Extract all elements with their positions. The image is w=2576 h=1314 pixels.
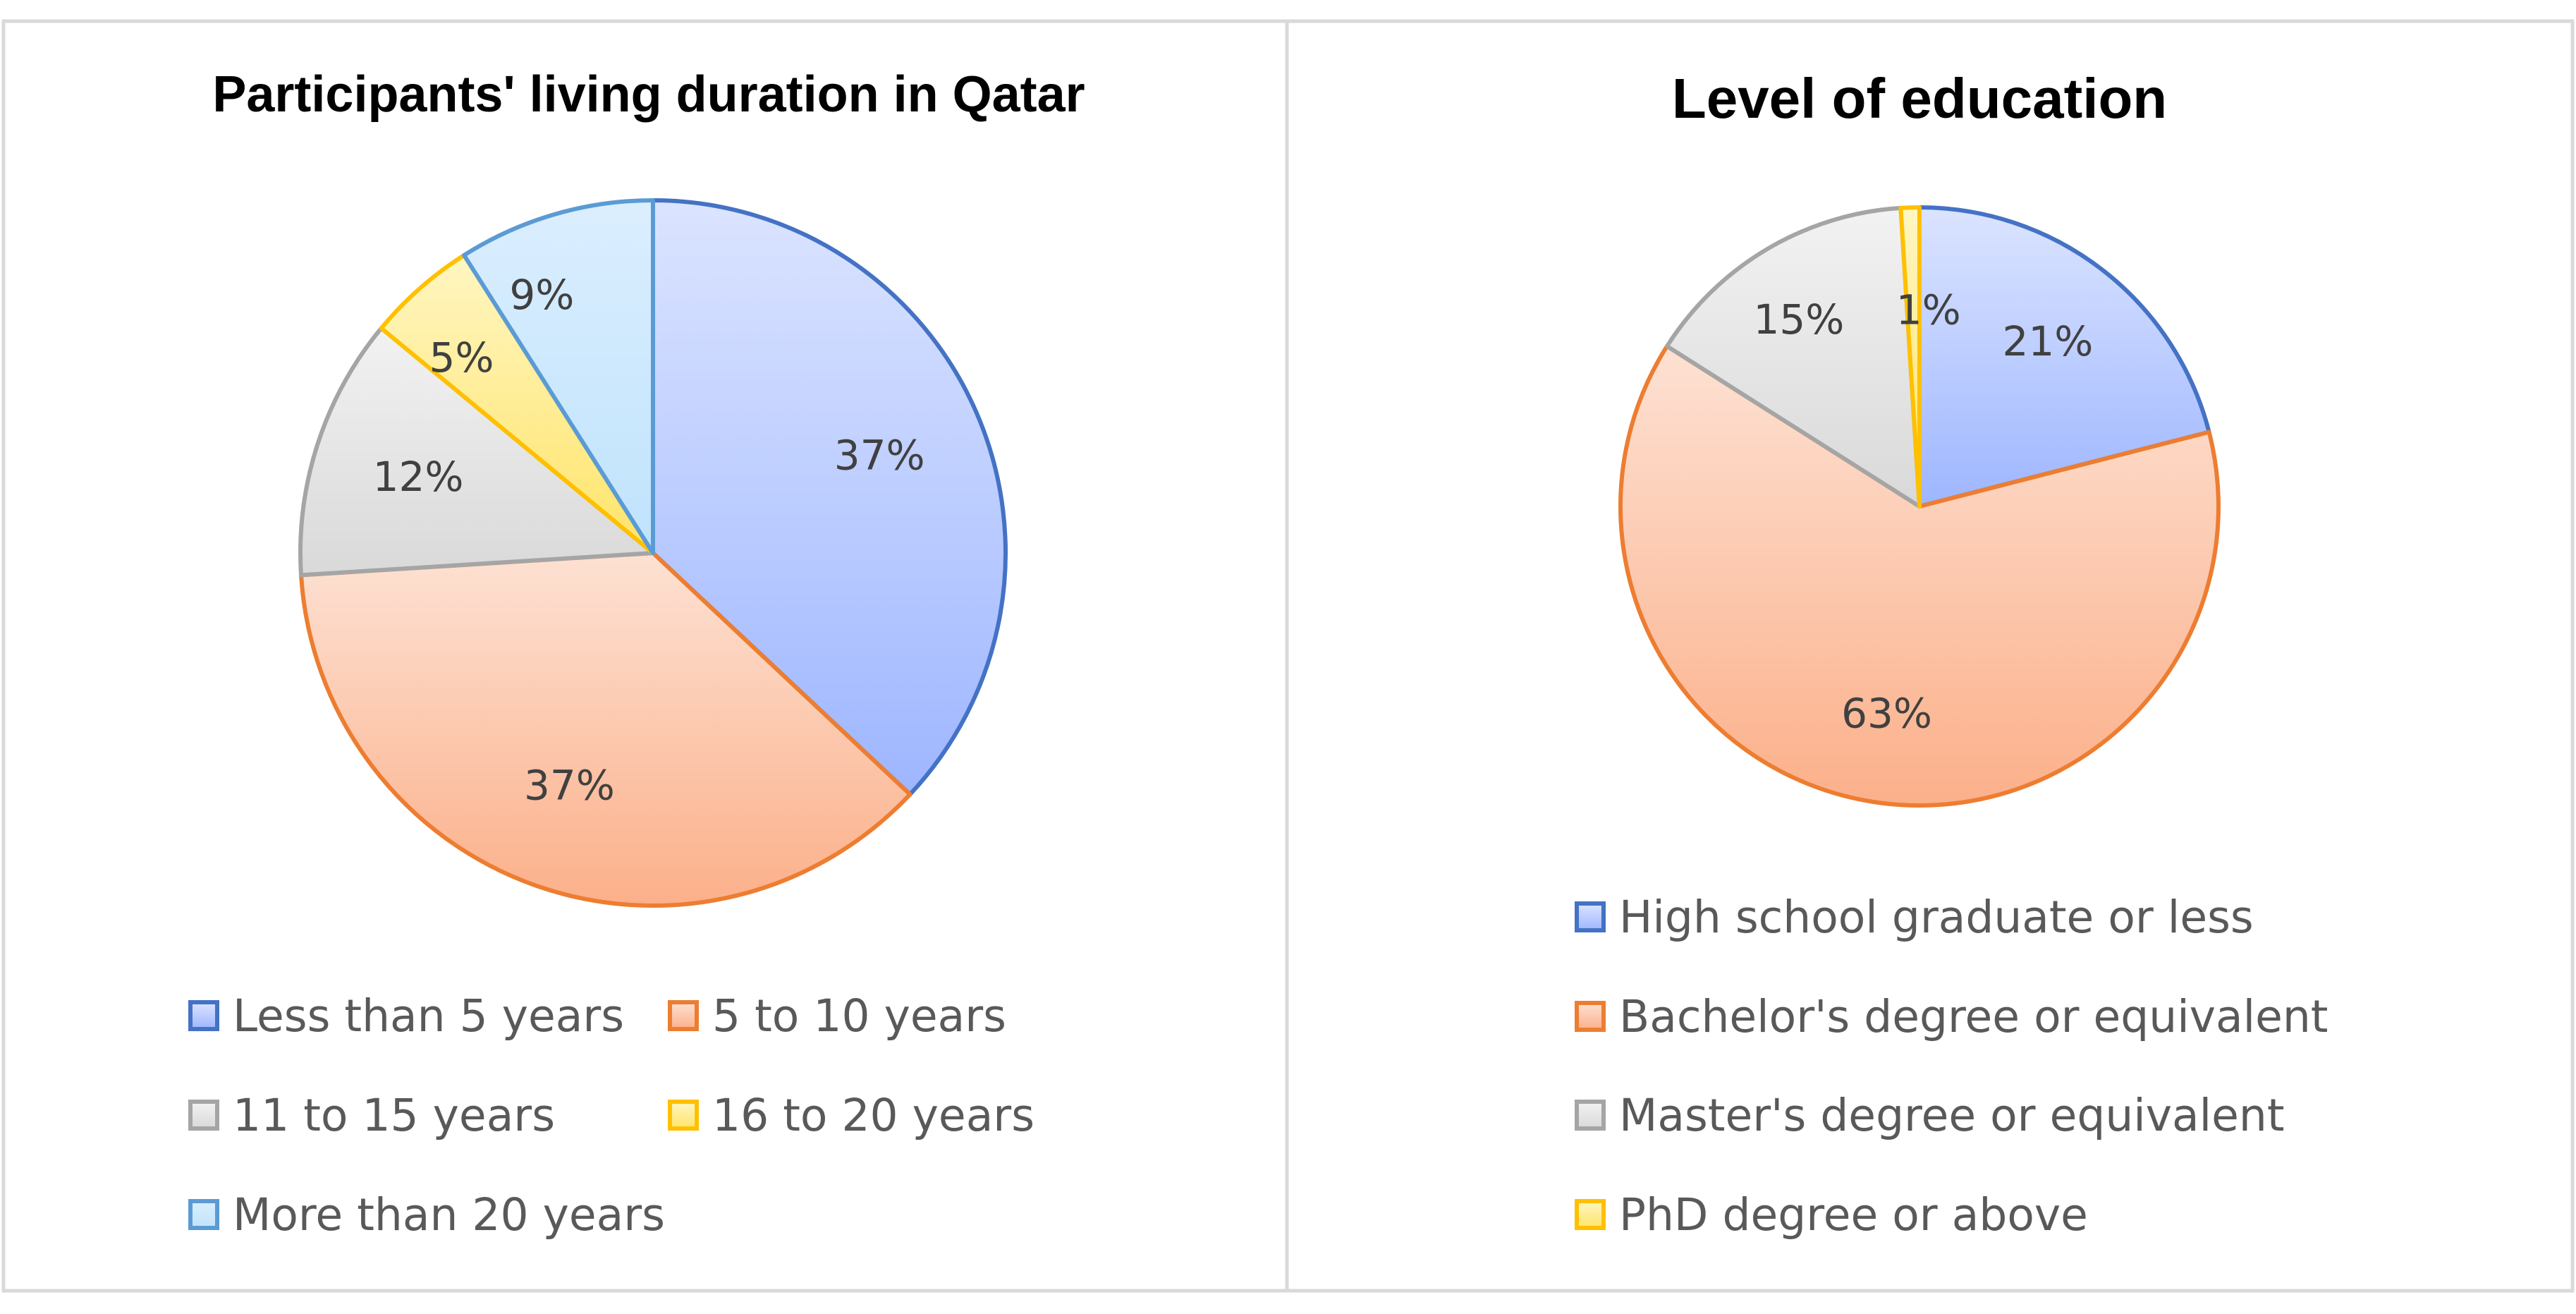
- education-level-data-labels: 21% 63% 15% 1%: [1753, 286, 2093, 738]
- legend-label-more-than-20-years: More than 20 years: [233, 1189, 665, 1241]
- legend-label-bachelor-s-degree-or-equivalent: Bachelor's degree or equivalent: [1619, 991, 2328, 1042]
- living-duration-data-labels: 37% 37% 12% 5% 9%: [373, 271, 925, 809]
- legend-swatch-11-to-15-years: [188, 1100, 219, 1131]
- data-label-phd-degree-or-above: 1%: [1896, 286, 1961, 334]
- legend-label-16-to-20-years: 16 to 20 years: [712, 1090, 1034, 1141]
- education-level-pie: [1618, 205, 2221, 808]
- data-label-more-than-20-years: 9%: [509, 271, 574, 319]
- pie-slice-more-than-20-years: [462, 198, 655, 555]
- legend-label-11-to-15-years: 11 to 15 years: [233, 1090, 555, 1141]
- living-duration-pie: [298, 198, 1008, 908]
- living-duration-chart: Participants' living duration in Qatar 3…: [1, 19, 1289, 1293]
- education-level-title: Level of education: [1672, 67, 2167, 130]
- pie-slice-less-than-5-years: [651, 198, 1008, 797]
- data-label-11-to-15-years: 12%: [373, 453, 464, 501]
- legend-label-master-s-degree-or-equivalent: Master's degree or equivalent: [1619, 1090, 2285, 1141]
- legend-swatch-bachelor-s-degree-or-equivalent: [1575, 1001, 1606, 1032]
- education-level-chart: Level of education 21% 63% 15% 1% High scho…: [1285, 19, 2575, 1293]
- pie-slice-master-s-degree-or-equivalent: [1665, 205, 1922, 509]
- legend-label-less-than-5-years: Less than 5 years: [233, 990, 624, 1042]
- legend-swatch-16-to-20-years: [668, 1100, 699, 1131]
- pie-slice-5-to-10-years: [298, 551, 912, 908]
- legend-swatch-master-s-degree-or-equivalent: [1575, 1100, 1606, 1131]
- living-duration-legend: Less than 5 years 5 to 10 years 11 to 15 y…: [188, 990, 1034, 1241]
- legend-swatch-phd-degree-or-above: [1575, 1199, 1606, 1230]
- data-label-bachelor-s-degree-or-equivalent: 63%: [1841, 689, 1932, 737]
- living-duration-title: Participants' living duration in Qatar: [212, 66, 1085, 123]
- data-label-high-school-graduate-or-less: 21%: [2002, 317, 2093, 365]
- pie-slice-high-school-graduate-or-less: [1917, 205, 2211, 509]
- legend-label-5-to-10-years: 5 to 10 years: [712, 990, 1006, 1042]
- pie-slice-16-to-20-years: [379, 253, 655, 555]
- data-label-16-to-20-years: 5%: [429, 334, 494, 382]
- pie-slice-11-to-15-years: [298, 326, 655, 578]
- legend-swatch-5-to-10-years: [668, 1000, 699, 1031]
- legend-swatch-high-school-graduate-or-less: [1575, 901, 1606, 932]
- pie-slice-bachelor-s-degree-or-equivalent: [1618, 343, 2221, 808]
- legend-swatch-less-than-5-years: [188, 1000, 219, 1031]
- pie-slice-phd-degree-or-above: [1898, 205, 1922, 509]
- education-level-legend: High school graduate or less Bachelor's d…: [1575, 892, 2328, 1241]
- data-label-less-than-5-years: 37%: [834, 431, 925, 479]
- data-label-5-to-10-years: 37%: [524, 762, 615, 810]
- legend-label-phd-degree-or-above: PhD degree or above: [1619, 1189, 2088, 1241]
- legend-label-high-school-graduate-or-less: High school graduate or less: [1619, 892, 2254, 943]
- data-label-master-s-degree-or-equivalent: 15%: [1753, 296, 1844, 343]
- legend-swatch-more-than-20-years: [188, 1199, 219, 1230]
